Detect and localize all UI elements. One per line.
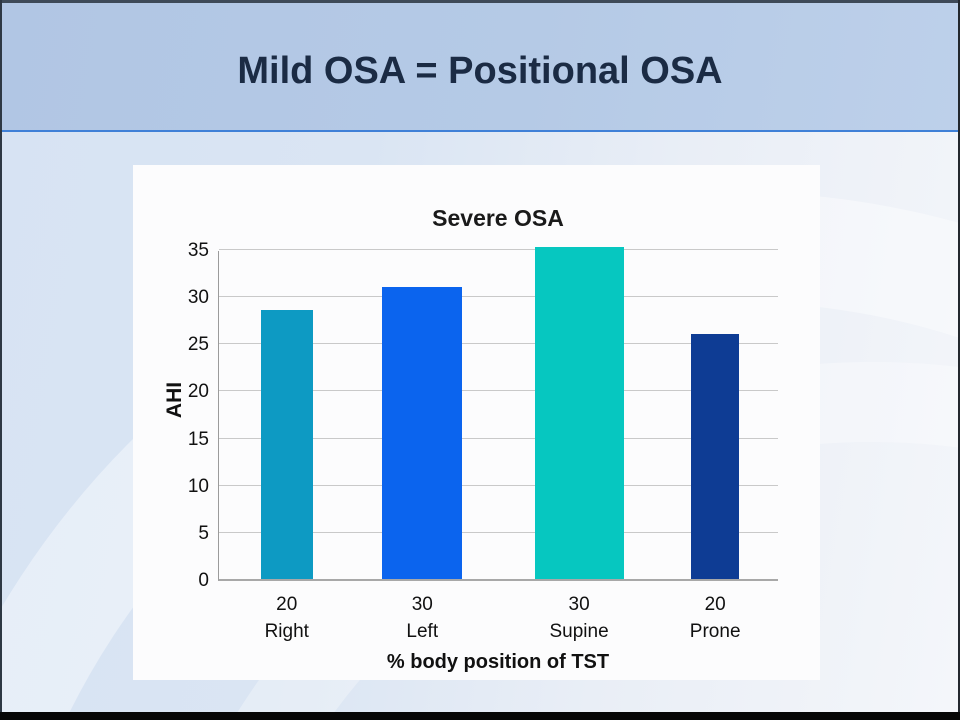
slide-border-left [0,0,2,720]
slide-border-right [958,0,960,720]
bar-right [260,310,313,579]
header-divider-line [2,130,958,132]
bar-left [382,286,463,579]
y-gridline-20 [219,390,778,392]
y-gridline-15 [219,437,778,439]
y-gridline-25 [219,343,778,345]
x-axis-title: % body position of TST [386,651,610,673]
x-tick-percent-prone: 20 [704,594,726,615]
y-gridline-30 [219,296,778,298]
y-tick-label-20: 20 [187,381,209,403]
x-tick-percent-right: 20 [276,594,298,615]
y-gridline-35 [219,249,778,250]
x-tick-position-left: Left [406,621,439,642]
x-tick-position-supine: Supine [549,621,609,642]
y-tick-label-10: 10 [187,475,209,497]
bar-supine [534,247,624,579]
x-tick-percent-left: 30 [411,594,433,615]
slide-header: Mild OSA = Positional OSA [2,3,958,130]
y-tick-label-15: 15 [187,428,209,450]
y-axis-title: AHI [163,381,186,419]
y-tick-label-5: 5 [198,522,209,544]
y-gridline-10 [219,484,778,486]
plot-area: 0 5 10 15 20 25 30 35 20 Right 30 Left 30 Supine 20 Pro… [188,240,778,642]
chart-panel: Severe OSA AHI 0 5 10 15 20 25 30 35 20 Right 30 Le… [133,165,820,680]
slide-title: Mild OSA = Positional OSA [237,50,723,92]
slide-border-top [0,0,960,3]
y-tick-label-25: 25 [187,334,209,356]
x-tick-position-right: Right [264,621,309,642]
y-gridline-5 [219,531,778,533]
bottom-black-bar [0,712,960,720]
x-tick-percent-supine: 30 [568,594,590,615]
bar-prone [691,333,740,579]
y-tick-label-0: 0 [198,570,209,591]
y-tick-label-30: 30 [187,287,209,309]
chart-title: Severe OSA [432,205,564,231]
y-tick-label-35: 35 [187,240,209,261]
x-tick-position-prone: Prone [689,621,741,642]
